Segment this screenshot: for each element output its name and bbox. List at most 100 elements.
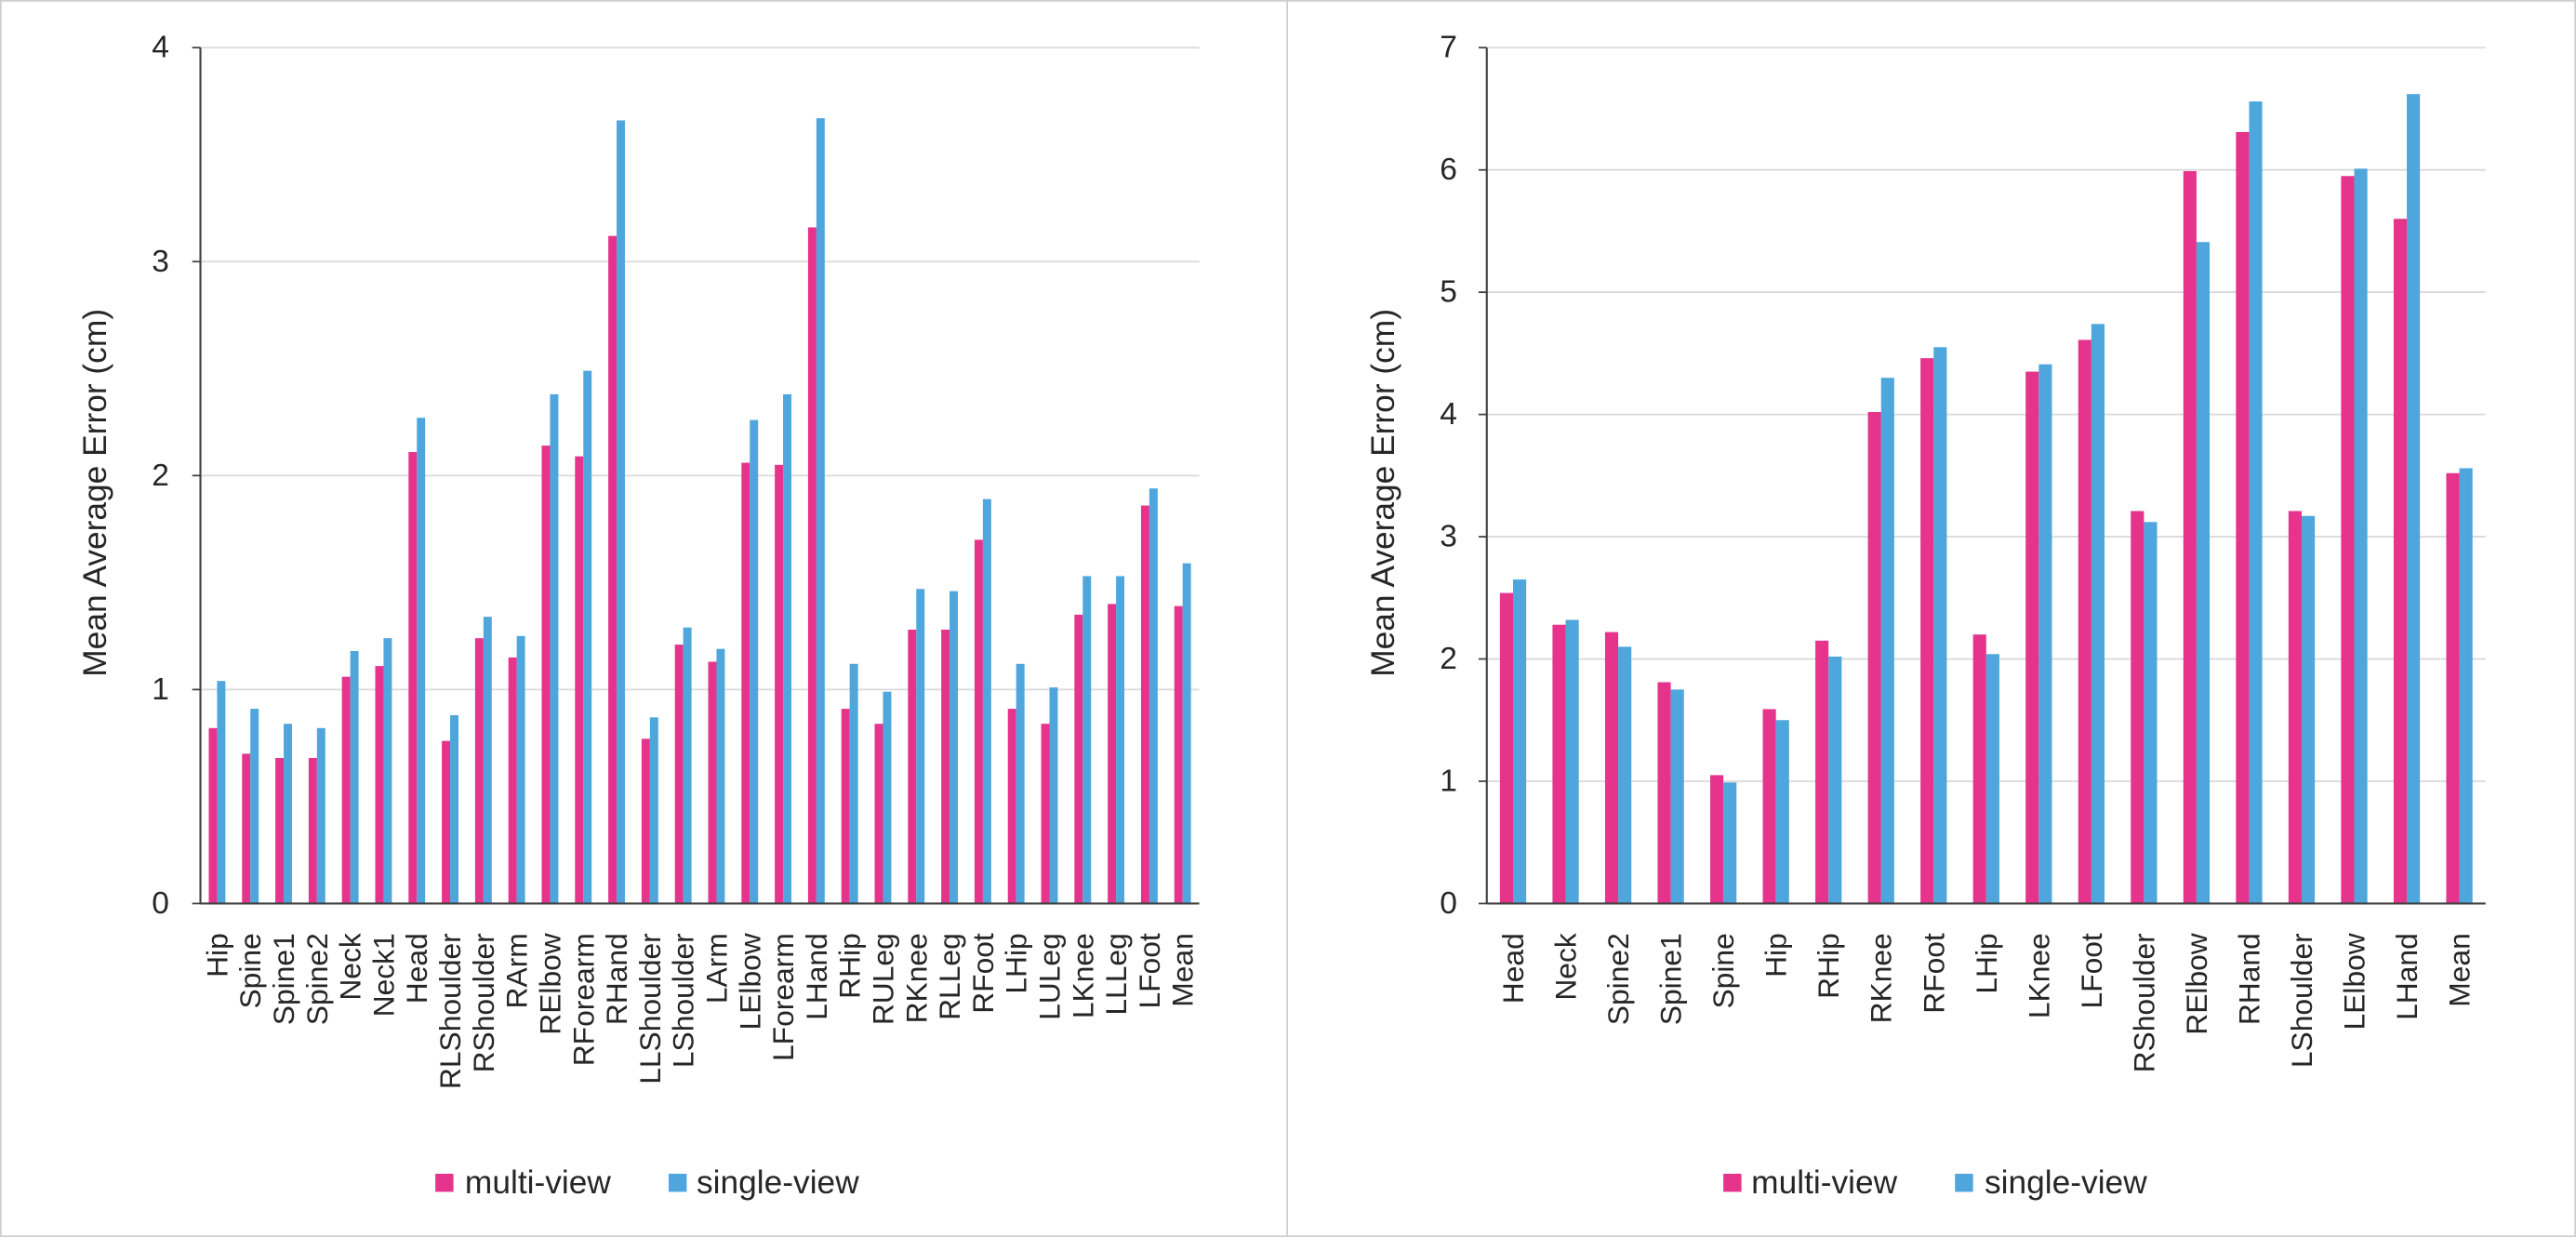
x-tick-label-spine: Spine <box>1706 933 1740 1008</box>
bar-multi-view-rshoulder <box>2131 511 2144 904</box>
bar-single-view-lforearm <box>783 393 792 904</box>
bar-single-view-lshoulder <box>683 627 692 904</box>
bar-single-view-lhip <box>1985 654 1999 904</box>
bar-single-view-relbow <box>550 393 559 904</box>
x-tick-label-spine1: Spine1 <box>1654 933 1688 1025</box>
bar-single-view-rfoot <box>982 499 991 904</box>
x-tick-label-hip: Hip <box>1759 933 1793 978</box>
bar-single-view-rfoot <box>1933 347 1947 904</box>
bar-single-view-rlshoulder <box>450 714 458 904</box>
bar-multi-view-neck <box>1552 624 1566 904</box>
bar-single-view-lfoot <box>2091 324 2105 904</box>
bar-single-view-lhip <box>1016 663 1025 904</box>
y-tick-label-1: 1 <box>152 672 169 707</box>
bar-multi-view-rhand <box>608 235 617 904</box>
bar-multi-view-lhip <box>1972 634 1986 904</box>
x-tick-label-rlleg: RLLeg <box>933 933 966 1020</box>
bar-multi-view-luleg <box>1041 724 1050 904</box>
bar-multi-view-rknee <box>1867 411 1881 904</box>
bar-multi-view-spine2 <box>308 758 317 904</box>
x-tick-label-lfoot: LFoot <box>2075 933 2108 1008</box>
bar-single-view-lknee <box>1082 576 1092 904</box>
bar-multi-view-lfoot <box>2078 339 2091 904</box>
bar-single-view-lhand <box>816 118 825 904</box>
y-tick-label-1: 1 <box>1440 764 1457 798</box>
y-tick-label-3: 3 <box>1440 520 1457 554</box>
legend-label-multi-view: multi-view <box>465 1164 611 1201</box>
bar-multi-view-ruleg <box>874 724 883 904</box>
bar-single-view-spine1 <box>284 724 292 904</box>
x-tick-label-spine2: Spine2 <box>1601 933 1635 1025</box>
bar-multi-view-spine1 <box>275 758 285 904</box>
x-tick-label-rknee: RKnee <box>899 933 933 1023</box>
bar-single-view-lelbow <box>750 419 759 904</box>
bar-single-view-rhip <box>1828 656 1842 904</box>
y-tick-label-5: 5 <box>1440 275 1457 310</box>
x-tick-label-mean: Mean <box>2443 933 2476 1006</box>
x-tick-label-rhip: RHip <box>1812 933 1845 999</box>
bar-multi-view-neck <box>341 676 351 904</box>
bar-single-view-rshoulder <box>483 617 492 904</box>
x-tick-label-rshoulder: RShoulder <box>467 933 500 1073</box>
bar-single-view-lelbow <box>2354 168 2368 904</box>
y-axis-label: Mean Average Error (cm) <box>77 309 113 677</box>
bar-single-view-hip <box>1775 720 1789 904</box>
bar-single-view-relbow <box>2196 242 2211 904</box>
bar-multi-view-rhip <box>841 709 850 904</box>
bar-single-view-rknee <box>916 589 925 904</box>
bar-single-view-spine2 <box>1618 646 1632 904</box>
bar-multi-view-lelbow <box>2341 176 2355 904</box>
x-tick-label-head: Head <box>1496 933 1530 1004</box>
x-tick-label-lfoot: LFoot <box>1133 933 1166 1008</box>
legend-swatch-single-view <box>668 1173 687 1192</box>
bar-single-view-rlleg <box>949 591 959 904</box>
bar-multi-view-mean <box>2446 472 2460 904</box>
bar-single-view-spine <box>250 709 259 904</box>
bar-multi-view-head <box>1499 592 1514 904</box>
x-tick-label-hip: Hip <box>200 933 233 978</box>
bar-single-view-neck1 <box>383 638 392 904</box>
bar-multi-view-rarm <box>508 657 517 904</box>
y-tick-label-2: 2 <box>1440 642 1457 676</box>
x-tick-label-llleg: LLLeg <box>1099 933 1133 1015</box>
bar-multi-view-head <box>408 452 418 904</box>
bar-single-view-hip <box>217 681 226 904</box>
bar-single-view-spine1 <box>1670 689 1684 904</box>
bar-multi-view-spine1 <box>1657 682 1671 904</box>
bar-multi-view-lhand <box>2393 219 2408 904</box>
y-axis-label: Mean Average Error (cm) <box>1365 309 1401 677</box>
bar-single-view-mean <box>1182 563 1191 904</box>
bar-multi-view-mean <box>1174 605 1183 904</box>
bar-multi-view-lknee <box>1074 614 1083 904</box>
x-tick-label-luleg: LULeg <box>1032 933 1066 1020</box>
bar-multi-view-rshoulder <box>474 638 484 904</box>
bar-multi-view-lforearm <box>775 464 784 904</box>
bar-multi-view-hip <box>208 727 218 904</box>
bar-single-view-spine <box>1723 782 1737 904</box>
bar-single-view-neck <box>350 650 359 904</box>
x-tick-label-neck: Neck <box>334 933 367 1001</box>
x-tick-label-lhand: LHand <box>2390 933 2423 1020</box>
x-tick-label-ruleg: RULeg <box>866 933 899 1025</box>
y-tick-label-0: 0 <box>1440 886 1457 921</box>
bar-multi-view-larm <box>708 661 717 904</box>
bar-single-view-lshoulder <box>2301 515 2316 904</box>
bar-single-view-head <box>1513 579 1527 904</box>
bar-multi-view-spine2 <box>1604 632 1619 904</box>
y-tick-label-2: 2 <box>152 459 169 493</box>
legend-swatch-multi-view <box>435 1173 454 1192</box>
bar-single-view-rhand <box>2249 101 2263 904</box>
bar-multi-view-rknee <box>908 629 917 904</box>
bar-single-view-mean <box>2459 468 2473 904</box>
bar-multi-view-rlleg <box>941 629 950 904</box>
bar-single-view-rhand <box>617 120 626 904</box>
bar-single-view-larm <box>716 648 725 904</box>
bar-multi-view-hip <box>1762 709 1776 904</box>
x-tick-label-rshoulder: RShoulder <box>2127 933 2160 1073</box>
y-tick-label-0: 0 <box>152 886 169 921</box>
bar-multi-view-lfoot <box>1140 505 1149 904</box>
bar-single-view-ruleg <box>883 691 892 904</box>
x-tick-label-lforearm: LForearm <box>766 933 800 1061</box>
legend-label-single-view: single-view <box>1985 1164 2147 1201</box>
